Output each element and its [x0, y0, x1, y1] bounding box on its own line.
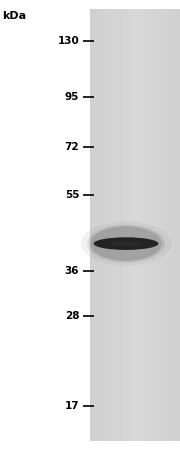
Bar [164, 9, 166, 441]
Bar [169, 9, 171, 441]
Bar [162, 9, 164, 441]
Bar [99, 9, 101, 441]
Bar [119, 9, 122, 441]
Bar [130, 9, 133, 441]
Bar [108, 9, 110, 441]
Bar [124, 9, 126, 441]
Text: kDa: kDa [2, 11, 26, 21]
Bar [92, 9, 94, 441]
Bar [133, 9, 135, 441]
Bar [173, 9, 176, 441]
Bar [142, 9, 144, 441]
Bar [137, 9, 140, 441]
Bar [146, 9, 148, 441]
Bar [122, 9, 124, 441]
Ellipse shape [110, 241, 142, 246]
Bar [148, 9, 151, 441]
Text: 55: 55 [65, 190, 79, 200]
Bar [178, 9, 180, 441]
Text: 72: 72 [65, 142, 79, 152]
Bar [176, 9, 178, 441]
Bar [94, 9, 97, 441]
Bar [117, 9, 119, 441]
Ellipse shape [90, 226, 162, 261]
Text: 95: 95 [65, 92, 79, 102]
Bar [90, 9, 180, 441]
Ellipse shape [87, 225, 165, 262]
Bar [158, 9, 160, 441]
Bar [155, 9, 158, 441]
Text: 17: 17 [65, 401, 79, 411]
Bar [160, 9, 162, 441]
Ellipse shape [81, 221, 171, 266]
Text: 130: 130 [57, 36, 79, 45]
Bar [101, 9, 104, 441]
Bar [106, 9, 108, 441]
Text: 36: 36 [65, 266, 79, 276]
Bar [171, 9, 173, 441]
Bar [153, 9, 155, 441]
Ellipse shape [94, 237, 158, 250]
Bar [103, 9, 106, 441]
Bar [90, 9, 92, 441]
Bar [112, 9, 115, 441]
Text: 28: 28 [65, 311, 79, 321]
Bar [166, 9, 169, 441]
Bar [97, 9, 99, 441]
Bar [126, 9, 128, 441]
Bar [144, 9, 146, 441]
Bar [110, 9, 112, 441]
Bar [115, 9, 117, 441]
Bar [135, 9, 137, 441]
Bar [140, 9, 142, 441]
Bar [128, 9, 130, 441]
Bar [151, 9, 153, 441]
